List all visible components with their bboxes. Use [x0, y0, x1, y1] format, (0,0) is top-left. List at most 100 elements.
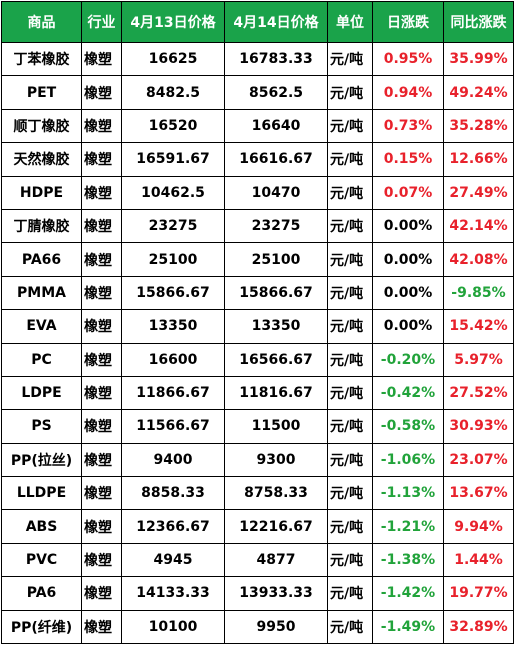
price-apr13-cell: 16600: [121, 342, 225, 377]
table-row: PET 橡塑 8482.5 8562.5 元/吨 0.94% 49.24%: [1, 75, 514, 110]
table-row: PA6 橡塑 14133.33 13933.33 元/吨 -1.42% 19.77%: [1, 576, 514, 611]
table-row: PA66 橡塑 25100 25100 元/吨 0.00% 42.08%: [1, 242, 514, 277]
commodity-cell: PA66: [1, 242, 82, 277]
commodity-cell: PMMA: [1, 275, 82, 311]
header-yoy-change: 同比涨跌: [443, 1, 514, 43]
price-apr14-cell: 8562.5: [224, 75, 328, 110]
header-industry: 行业: [81, 1, 122, 43]
commodity-cell: PS: [1, 409, 82, 444]
unit-cell: 元/吨: [327, 442, 373, 478]
price-apr13-cell: 16591.67: [121, 142, 225, 177]
header-commodity: 商品: [1, 1, 82, 43]
yoy-change-cell: 1.44%: [443, 542, 514, 578]
table-row: EVA 橡塑 13350 13350 元/吨 0.00% 15.42%: [1, 309, 514, 344]
price-apr14-cell: 16640: [224, 108, 328, 144]
industry-cell: 橡塑: [81, 309, 122, 344]
table-row: PS 橡塑 11566.67 11500 元/吨 -0.58% 30.93%: [1, 409, 514, 444]
price-apr13-cell: 8858.33: [121, 476, 225, 511]
price-apr13-cell: 9400: [121, 442, 225, 478]
price-apr14-cell: 11816.67: [224, 375, 328, 411]
daily-change-cell: 0.73%: [372, 108, 444, 144]
yoy-change-cell: 5.97%: [443, 342, 514, 377]
industry-cell: 橡塑: [81, 275, 122, 311]
price-apr14-cell: 16783.33: [224, 41, 328, 77]
unit-cell: 元/吨: [327, 309, 373, 344]
table-row: LDPE 橡塑 11866.67 11816.67 元/吨 -0.42% 27.52%: [1, 375, 514, 411]
industry-cell: 橡塑: [81, 442, 122, 478]
yoy-change-cell: 32.89%: [443, 609, 514, 645]
price-apr14-cell: 13933.33: [224, 576, 328, 611]
industry-cell: 橡塑: [81, 242, 122, 277]
price-apr14-cell: 9300: [224, 442, 328, 478]
header-price-apr13: 4月13日价格: [121, 1, 225, 43]
unit-cell: 元/吨: [327, 342, 373, 377]
header-price-apr14: 4月14日价格: [224, 1, 328, 43]
unit-cell: 元/吨: [327, 609, 373, 645]
daily-change-cell: 0.94%: [372, 75, 444, 110]
industry-cell: 橡塑: [81, 175, 122, 210]
commodity-cell: HDPE: [1, 175, 82, 210]
commodity-cell: PVC: [1, 542, 82, 578]
table-row: PC 橡塑 16600 16566.67 元/吨 -0.20% 5.97%: [1, 342, 514, 377]
daily-change-cell: -1.42%: [372, 576, 444, 611]
unit-cell: 元/吨: [327, 409, 373, 444]
table-row: LLDPE 橡塑 8858.33 8758.33 元/吨 -1.13% 13.67%: [1, 476, 514, 511]
price-apr14-cell: 23275: [224, 208, 328, 244]
table-row: 丁苯橡胶 橡塑 16625 16783.33 元/吨 0.95% 35.99%: [1, 41, 514, 77]
industry-cell: 橡塑: [81, 342, 122, 377]
daily-change-cell: -1.49%: [372, 609, 444, 645]
yoy-change-cell: 30.93%: [443, 409, 514, 444]
industry-cell: 橡塑: [81, 409, 122, 444]
table-row: PVC 橡塑 4945 4877 元/吨 -1.38% 1.44%: [1, 542, 514, 578]
table-row: PP(拉丝) 橡塑 9400 9300 元/吨 -1.06% 23.07%: [1, 442, 514, 478]
industry-cell: 橡塑: [81, 576, 122, 611]
table-row: ABS 橡塑 12366.67 12216.67 元/吨 -1.21% 9.94%: [1, 509, 514, 544]
price-apr13-cell: 11866.67: [121, 375, 225, 411]
price-apr13-cell: 15866.67: [121, 275, 225, 311]
daily-change-cell: -1.06%: [372, 442, 444, 478]
yoy-change-cell: 42.08%: [443, 242, 514, 277]
commodity-cell: 丁苯橡胶: [1, 41, 82, 77]
price-apr13-cell: 10100: [121, 609, 225, 645]
yoy-change-cell: 9.94%: [443, 509, 514, 544]
price-apr14-cell: 13350: [224, 309, 328, 344]
unit-cell: 元/吨: [327, 208, 373, 244]
daily-change-cell: 0.00%: [372, 309, 444, 344]
unit-cell: 元/吨: [327, 142, 373, 177]
table-row: 丁腈橡胶 橡塑 23275 23275 元/吨 0.00% 42.14%: [1, 208, 514, 244]
price-apr13-cell: 8482.5: [121, 75, 225, 110]
daily-change-cell: -0.58%: [372, 409, 444, 444]
unit-cell: 元/吨: [327, 542, 373, 578]
yoy-change-cell: 13.67%: [443, 476, 514, 511]
commodity-cell: 顺丁橡胶: [1, 108, 82, 144]
table-row: PMMA 橡塑 15866.67 15866.67 元/吨 0.00% -9.85%: [1, 275, 514, 311]
daily-change-cell: 0.07%: [372, 175, 444, 210]
commodity-cell: ABS: [1, 509, 82, 544]
price-apr13-cell: 11566.67: [121, 409, 225, 444]
yoy-change-cell: 49.24%: [443, 75, 514, 110]
unit-cell: 元/吨: [327, 242, 373, 277]
commodity-cell: PET: [1, 75, 82, 110]
unit-cell: 元/吨: [327, 509, 373, 544]
commodity-cell: PP(拉丝): [1, 442, 82, 478]
daily-change-cell: 0.00%: [372, 242, 444, 277]
industry-cell: 橡塑: [81, 75, 122, 110]
price-apr13-cell: 4945: [121, 542, 225, 578]
price-apr13-cell: 16625: [121, 41, 225, 77]
industry-cell: 橡塑: [81, 208, 122, 244]
yoy-change-cell: 35.99%: [443, 41, 514, 77]
industry-cell: 橡塑: [81, 375, 122, 411]
table-row: 顺丁橡胶 橡塑 16520 16640 元/吨 0.73% 35.28%: [1, 108, 514, 144]
yoy-change-cell: 23.07%: [443, 442, 514, 478]
price-apr14-cell: 4877: [224, 542, 328, 578]
commodity-cell: PC: [1, 342, 82, 377]
price-apr14-cell: 12216.67: [224, 509, 328, 544]
daily-change-cell: -1.38%: [372, 542, 444, 578]
industry-cell: 橡塑: [81, 142, 122, 177]
unit-cell: 元/吨: [327, 108, 373, 144]
industry-cell: 橡塑: [81, 542, 122, 578]
price-apr14-cell: 25100: [224, 242, 328, 277]
daily-change-cell: -0.42%: [372, 375, 444, 411]
unit-cell: 元/吨: [327, 41, 373, 77]
